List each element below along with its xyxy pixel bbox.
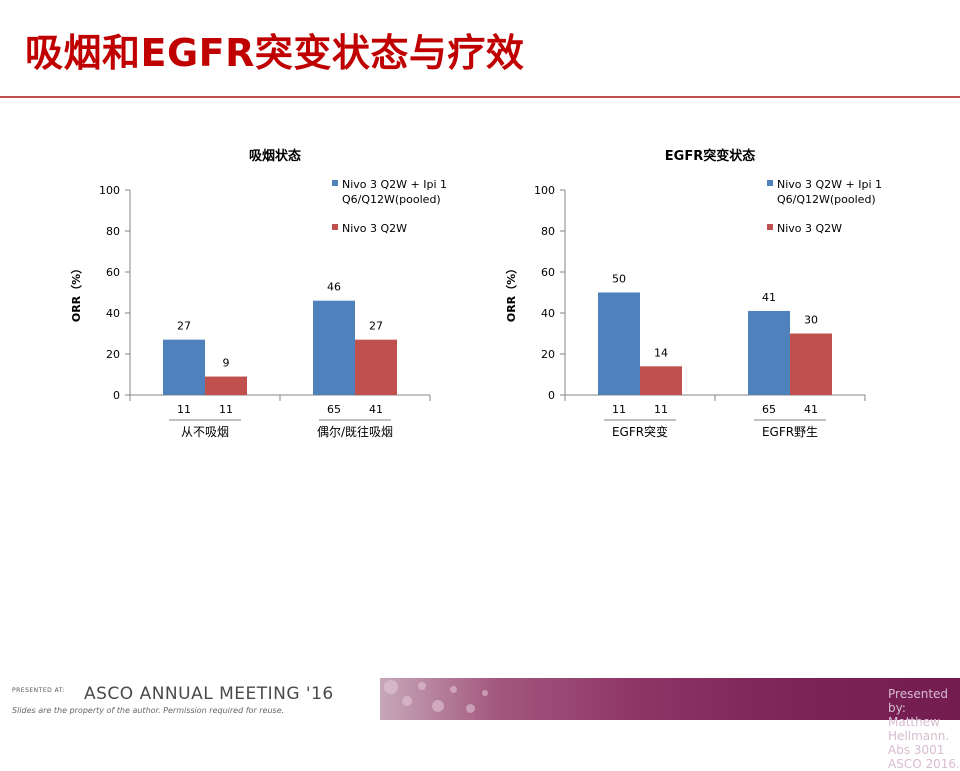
bar-value-label: 30 xyxy=(804,314,818,327)
title-divider xyxy=(0,96,960,98)
footer-disclaimer: Slides are the property of the author. P… xyxy=(12,706,285,715)
y-tick-label: 100 xyxy=(99,184,120,197)
y-tick-label: 80 xyxy=(541,225,555,238)
sample-size-label: 65 xyxy=(327,403,341,416)
legend-label: Nivo 3 Q2W + Ipi 1 xyxy=(777,178,882,191)
legend-swatch xyxy=(767,180,773,186)
y-tick-label: 40 xyxy=(106,307,120,320)
legend-label: Nivo 3 Q2W xyxy=(777,222,842,235)
y-tick-label: 20 xyxy=(106,348,120,361)
legend-label: Nivo 3 Q2W + Ipi 1 xyxy=(342,178,447,191)
y-tick-label: 0 xyxy=(113,389,120,402)
legend-label: Nivo 3 Q2W xyxy=(342,222,407,235)
category-label: EGFR突变 xyxy=(612,424,668,439)
bar-value-label: 50 xyxy=(612,273,626,286)
chart-title: EGFR突变状态 xyxy=(665,148,755,164)
sample-size-label: 11 xyxy=(612,403,626,416)
y-tick-label: 60 xyxy=(541,266,555,279)
bar-value-label: 9 xyxy=(223,357,230,370)
bar-value-label: 46 xyxy=(327,281,341,294)
footer-branding: PRESENTED AT: ASCO ANNUAL MEETING '16 Sl… xyxy=(0,678,380,720)
bar xyxy=(355,339,397,395)
y-tick-label: 0 xyxy=(548,389,555,402)
smoking-status-chart: 吸烟状态 0 20 40 60 80 100 ORR（%） 27 11 9 11 从不吸烟 46 65 27 4… xyxy=(70,148,447,439)
y-axis-label: ORR（%） xyxy=(70,263,83,322)
y-tick-label: 20 xyxy=(541,348,555,361)
presented-at-label: PRESENTED AT: xyxy=(12,687,65,694)
presenter-credit: Presented by: Matthew Hellmann. Abs 3001… xyxy=(888,687,960,771)
category-label: EGFR野生 xyxy=(762,425,818,439)
category-label: 从不吸烟 xyxy=(181,425,229,439)
decor-dot xyxy=(432,700,444,712)
bar-value-label: 14 xyxy=(654,346,668,359)
y-tick-label: 80 xyxy=(106,225,120,238)
y-tick-label: 60 xyxy=(106,266,120,279)
chart-title: 吸烟状态 xyxy=(249,148,301,164)
legend-swatch xyxy=(332,180,338,186)
legend-swatch xyxy=(767,224,773,230)
egfr-status-chart: EGFR突变状态 0 20 40 60 80 100 ORR（%） 50 11 14 11 EGFR突变… xyxy=(505,148,882,439)
sample-size-label: 41 xyxy=(804,403,818,416)
sample-size-label: 41 xyxy=(369,403,383,416)
sample-size-label: 11 xyxy=(654,403,668,416)
y-axis-label: ORR（%） xyxy=(505,263,518,322)
bar xyxy=(313,300,355,395)
bar-value-label: 41 xyxy=(762,291,776,304)
footer: PRESENTED AT: ASCO ANNUAL MEETING '16 Sl… xyxy=(0,678,960,771)
bar xyxy=(640,366,682,395)
decor-dot xyxy=(384,680,398,694)
legend-label: Q6/Q12W(pooled) xyxy=(342,193,441,206)
bar xyxy=(163,339,205,395)
sample-size-label: 65 xyxy=(762,403,776,416)
decor-dot xyxy=(482,690,488,696)
decor-dot xyxy=(450,686,457,693)
bar-value-label: 27 xyxy=(369,320,383,333)
decor-dot xyxy=(418,682,426,690)
legend-label: Q6/Q12W(pooled) xyxy=(777,193,876,206)
footer-banner: Presented by: Matthew Hellmann. Abs 3001… xyxy=(380,678,960,771)
bar xyxy=(748,310,790,395)
meeting-name: ASCO ANNUAL MEETING '16 xyxy=(84,684,334,704)
bar xyxy=(205,376,247,395)
bar xyxy=(790,333,832,395)
sample-size-label: 11 xyxy=(219,403,233,416)
y-tick-label: 40 xyxy=(541,307,555,320)
decor-dot xyxy=(402,696,412,706)
legend-swatch xyxy=(332,224,338,230)
sample-size-label: 11 xyxy=(177,403,191,416)
y-tick-label: 100 xyxy=(534,184,555,197)
slide-title: 吸烟和EGFR突变状态与疗效 xyxy=(25,31,525,75)
category-label: 偶尔/既往吸烟 xyxy=(317,424,393,439)
bar-value-label: 27 xyxy=(177,320,191,333)
decor-dot xyxy=(466,704,475,713)
bar xyxy=(598,292,640,395)
